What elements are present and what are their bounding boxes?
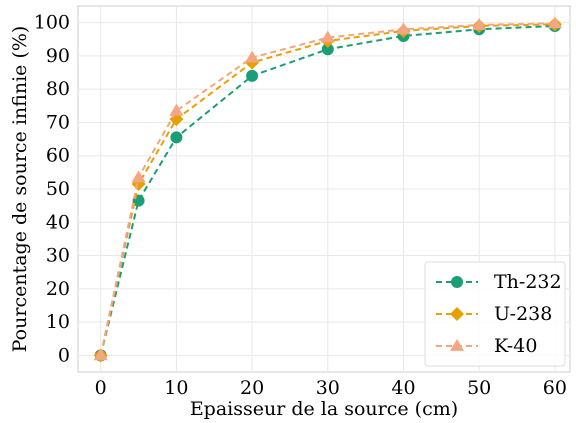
data-point — [131, 170, 146, 183]
x-tick-label: 50 — [467, 377, 491, 399]
legend-marker — [451, 276, 463, 288]
y-tick-label: 80 — [46, 78, 70, 100]
data-point — [93, 348, 108, 361]
data-point — [547, 16, 562, 29]
data-point — [246, 69, 259, 82]
x-tick-label: 20 — [240, 377, 264, 399]
series-line — [99, 22, 555, 356]
data-point — [396, 22, 411, 35]
series-line — [99, 23, 555, 356]
legend-box — [424, 261, 566, 367]
data-point — [321, 43, 334, 56]
x-tick-label: 30 — [316, 377, 340, 399]
y-tick-label: 90 — [46, 45, 70, 67]
data-point — [169, 103, 184, 116]
y-tick-label: 10 — [46, 311, 70, 333]
y-tick-label: 40 — [46, 211, 70, 233]
series-k-40 — [93, 16, 562, 361]
data-point — [245, 50, 260, 63]
legend-label: K-40 — [494, 335, 537, 357]
series-layer — [93, 16, 562, 363]
x-tick-label: 0 — [95, 377, 107, 399]
y-tick-label: 0 — [58, 344, 70, 366]
data-point — [472, 17, 487, 30]
y-tick-label: 60 — [46, 145, 70, 167]
legend-marker — [450, 307, 464, 321]
legend: Th-232 U-238 K-40 — [424, 261, 566, 367]
x-axis-label: Epaisseur de la source (cm) — [190, 398, 458, 420]
y-tick-label: 30 — [46, 245, 70, 267]
legend-label: U-238 — [494, 303, 552, 325]
x-tick-label: 60 — [543, 377, 567, 399]
x-tick-label: 10 — [164, 377, 188, 399]
x-tick-label: 40 — [391, 377, 415, 399]
y-tick-label: 70 — [46, 111, 70, 133]
y-tick-label: 20 — [46, 278, 70, 300]
y-tick-label: 100 — [34, 12, 70, 34]
series-line — [99, 24, 555, 356]
data-point — [170, 131, 183, 144]
data-point — [320, 30, 335, 43]
y-tick-label: 50 — [46, 178, 70, 200]
legend-marker — [450, 339, 464, 351]
tick-labels: 0 10 20 30 40 50 60 70 80 90 100 0 10 20 30 40 50 60 — [34, 12, 567, 399]
legend-label: Th-232 — [494, 271, 562, 293]
y-axis-label: Pourcentage de source infinie (%) — [9, 26, 31, 353]
